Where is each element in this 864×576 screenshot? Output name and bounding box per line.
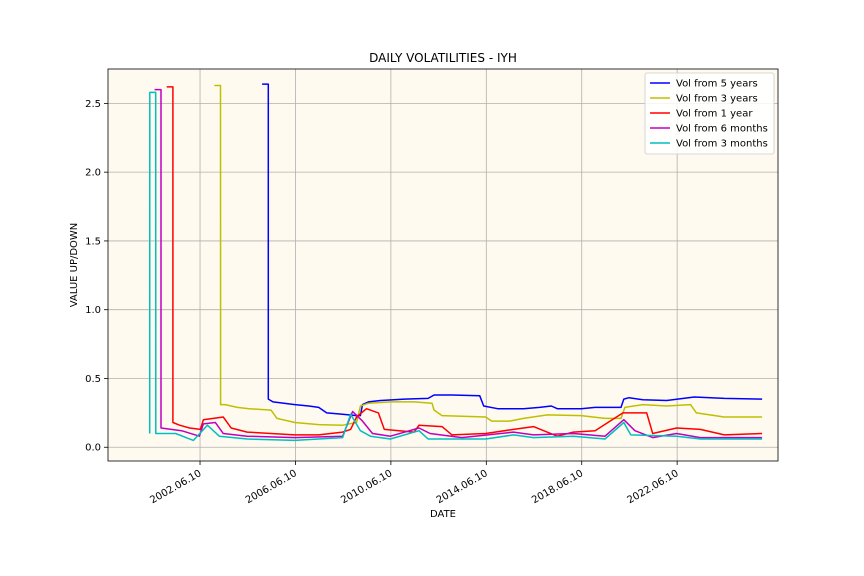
y-axis: 0.0 0.5 1.0 1.5 2.0 2.5 [85, 99, 108, 454]
legend-box [644, 72, 775, 155]
y-tick-label: 1.5 [85, 236, 101, 247]
legend-label: Vol from 3 months [676, 139, 768, 150]
series-line-4 [154, 88, 763, 439]
y-tick-label: 2.5 [85, 99, 101, 110]
y-axis-label: VALUE UP/DOWN [69, 223, 80, 308]
chart-title: DAILY VOLATILITIES - IYH [369, 51, 517, 65]
legend-label: Vol from 3 years [676, 94, 758, 105]
legend-label: Vol from 1 year [676, 109, 753, 120]
y-tick-label: 2.0 [85, 168, 101, 179]
y-tick-label: 0.5 [85, 374, 101, 385]
legend: Vol from 5 years Vol from 3 years Vol from… [644, 72, 775, 155]
series-layer [148, 83, 763, 442]
y-tick-label: 1.0 [85, 305, 101, 316]
x-axis-label: DATE [430, 509, 456, 520]
series-line-5 [148, 91, 763, 442]
plot-frame [107, 68, 779, 462]
legend-label: Vol from 6 months [676, 124, 768, 135]
y-tick-label: 0.0 [85, 443, 101, 454]
legend-label: Vol from 5 years [676, 79, 758, 90]
series-line-1 [262, 83, 763, 417]
series-line-3 [166, 86, 763, 437]
series-line-2 [214, 84, 763, 426]
